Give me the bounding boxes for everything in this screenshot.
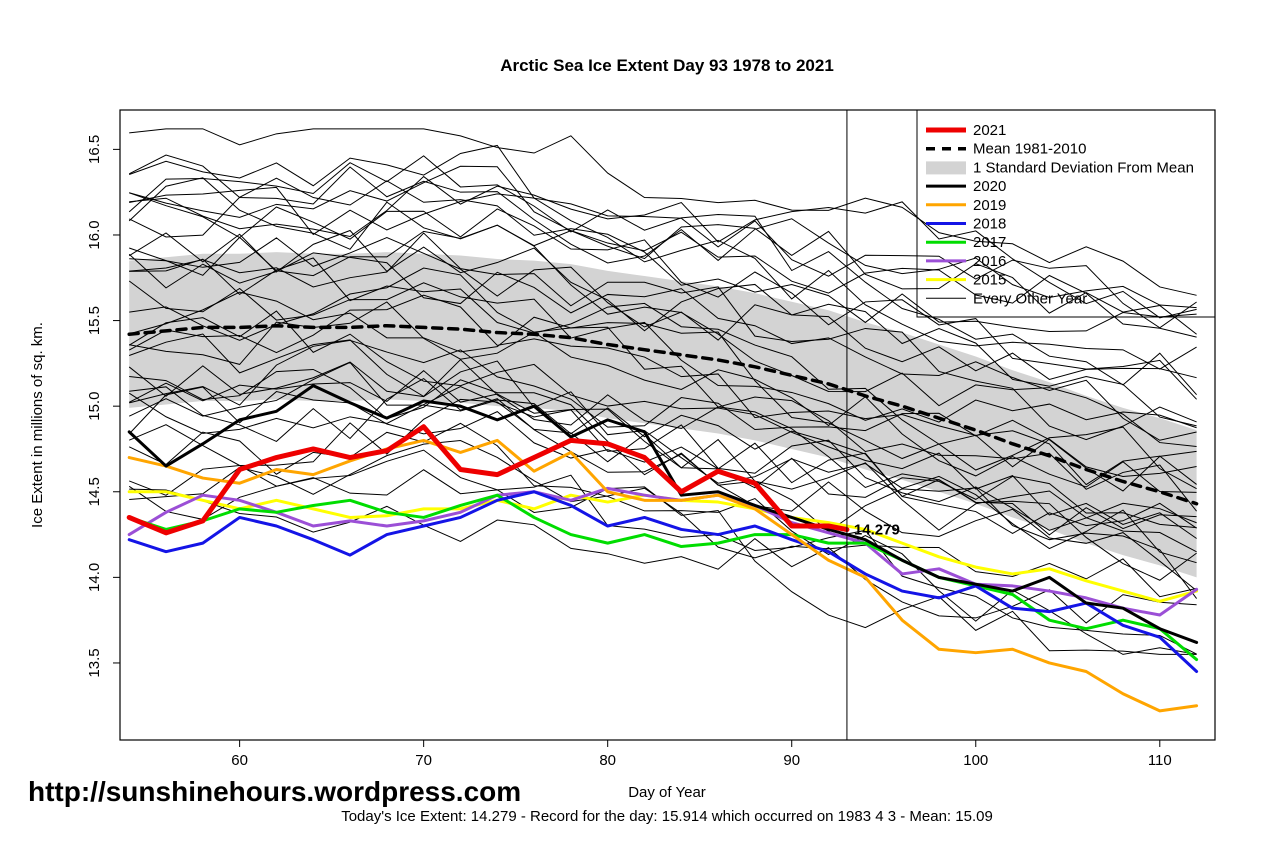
plot-clip-group [126, 128, 1199, 713]
y-tick-label: 13.5 [86, 648, 103, 677]
x-tick-label: 70 [415, 752, 432, 769]
background-year-line [129, 128, 1197, 296]
y-tick-label: 14.0 [86, 563, 103, 592]
std-deviation-band [129, 252, 1197, 578]
plot-area: 14.279 60 70 80 90 100 110 13.5 14.0 14.5 15.0 15.5… [86, 109, 1216, 769]
x-tick-label: 110 [1148, 752, 1172, 769]
background-year-line [128, 386, 1197, 531]
series-line-2017 [127, 493, 1199, 662]
series-line-2016 [127, 486, 1199, 617]
legend-entry-label: 2019 [973, 197, 1006, 214]
y-axis-label: Ice Extent in millions of sq. km. [29, 322, 46, 528]
background-year-line [128, 449, 1197, 655]
y-tick-label: 16.0 [86, 220, 103, 249]
background-year-line [128, 361, 1197, 534]
legend-entry-label: 2017 [973, 234, 1006, 251]
background-year-line [128, 155, 1197, 396]
background-year-line [129, 186, 1197, 370]
legend-entry-label: 1 Standard Deviation From Mean [973, 159, 1194, 176]
x-tick-label: 100 [963, 752, 988, 769]
x-tick-label: 60 [231, 752, 248, 769]
plot-border [119, 109, 1216, 741]
series-line-mean-1981-2010 [127, 323, 1199, 506]
legend-entry-label: 2016 [973, 253, 1006, 270]
background-year-line [128, 294, 1197, 486]
background-year-line [129, 291, 1197, 490]
background-year-line [129, 175, 1197, 319]
current-value-annotation: 14.279 [854, 522, 900, 539]
watermark-url: http://sunshinehours.wordpress.com [28, 776, 521, 807]
background-year-line [128, 310, 1197, 539]
background-year-line [128, 422, 1197, 655]
background-year-line [129, 398, 1197, 529]
series-line-2019 [127, 438, 1199, 713]
background-year-line [129, 257, 1197, 478]
background-year-line [128, 154, 1197, 309]
x-axis-label: Day of Year [628, 784, 706, 801]
x-tick-label: 80 [599, 752, 616, 769]
legend-entry-label: 2020 [973, 178, 1006, 195]
legend-entry-label: 2015 [973, 272, 1006, 289]
y-tick-label: 14.5 [86, 477, 103, 506]
background-year-line [129, 192, 1197, 400]
background-year-line [129, 267, 1197, 493]
series-line-2018 [127, 490, 1199, 674]
background-year-line [129, 224, 1197, 448]
legend-entry-label: 2021 [973, 122, 1006, 139]
footer-stats: Today's Ice Extent: 14.279 - Record for … [341, 808, 993, 825]
chart-title: Arctic Sea Ice Extent Day 93 1978 to 202… [500, 56, 834, 75]
background-year-line [129, 488, 1197, 624]
background-year-line [129, 339, 1197, 492]
background-year-line [129, 165, 1197, 338]
series-line-2020 [127, 384, 1199, 644]
background-year-line [128, 370, 1197, 553]
background-year-line [128, 252, 1197, 441]
legend-entry-label: Every Other Year [973, 290, 1087, 307]
y-tick-label: 16.5 [86, 135, 103, 164]
legend-swatch-band [926, 161, 966, 175]
y-tick-label: 15.0 [86, 392, 103, 421]
x-tick-label: 90 [783, 752, 800, 769]
background-year-line [128, 229, 1197, 427]
background-year-line [129, 144, 1197, 329]
series-line-2021 [126, 424, 850, 536]
background-year-line [129, 232, 1197, 441]
background-year-line [128, 177, 1197, 333]
y-tick-label: 15.5 [86, 306, 103, 335]
legend-entry-label: Mean 1981-2010 [973, 141, 1086, 158]
legend-entry-label: 2018 [973, 216, 1006, 233]
background-year-line [129, 333, 1197, 581]
background-year-line [128, 360, 1197, 564]
background-year-line [129, 237, 1197, 380]
